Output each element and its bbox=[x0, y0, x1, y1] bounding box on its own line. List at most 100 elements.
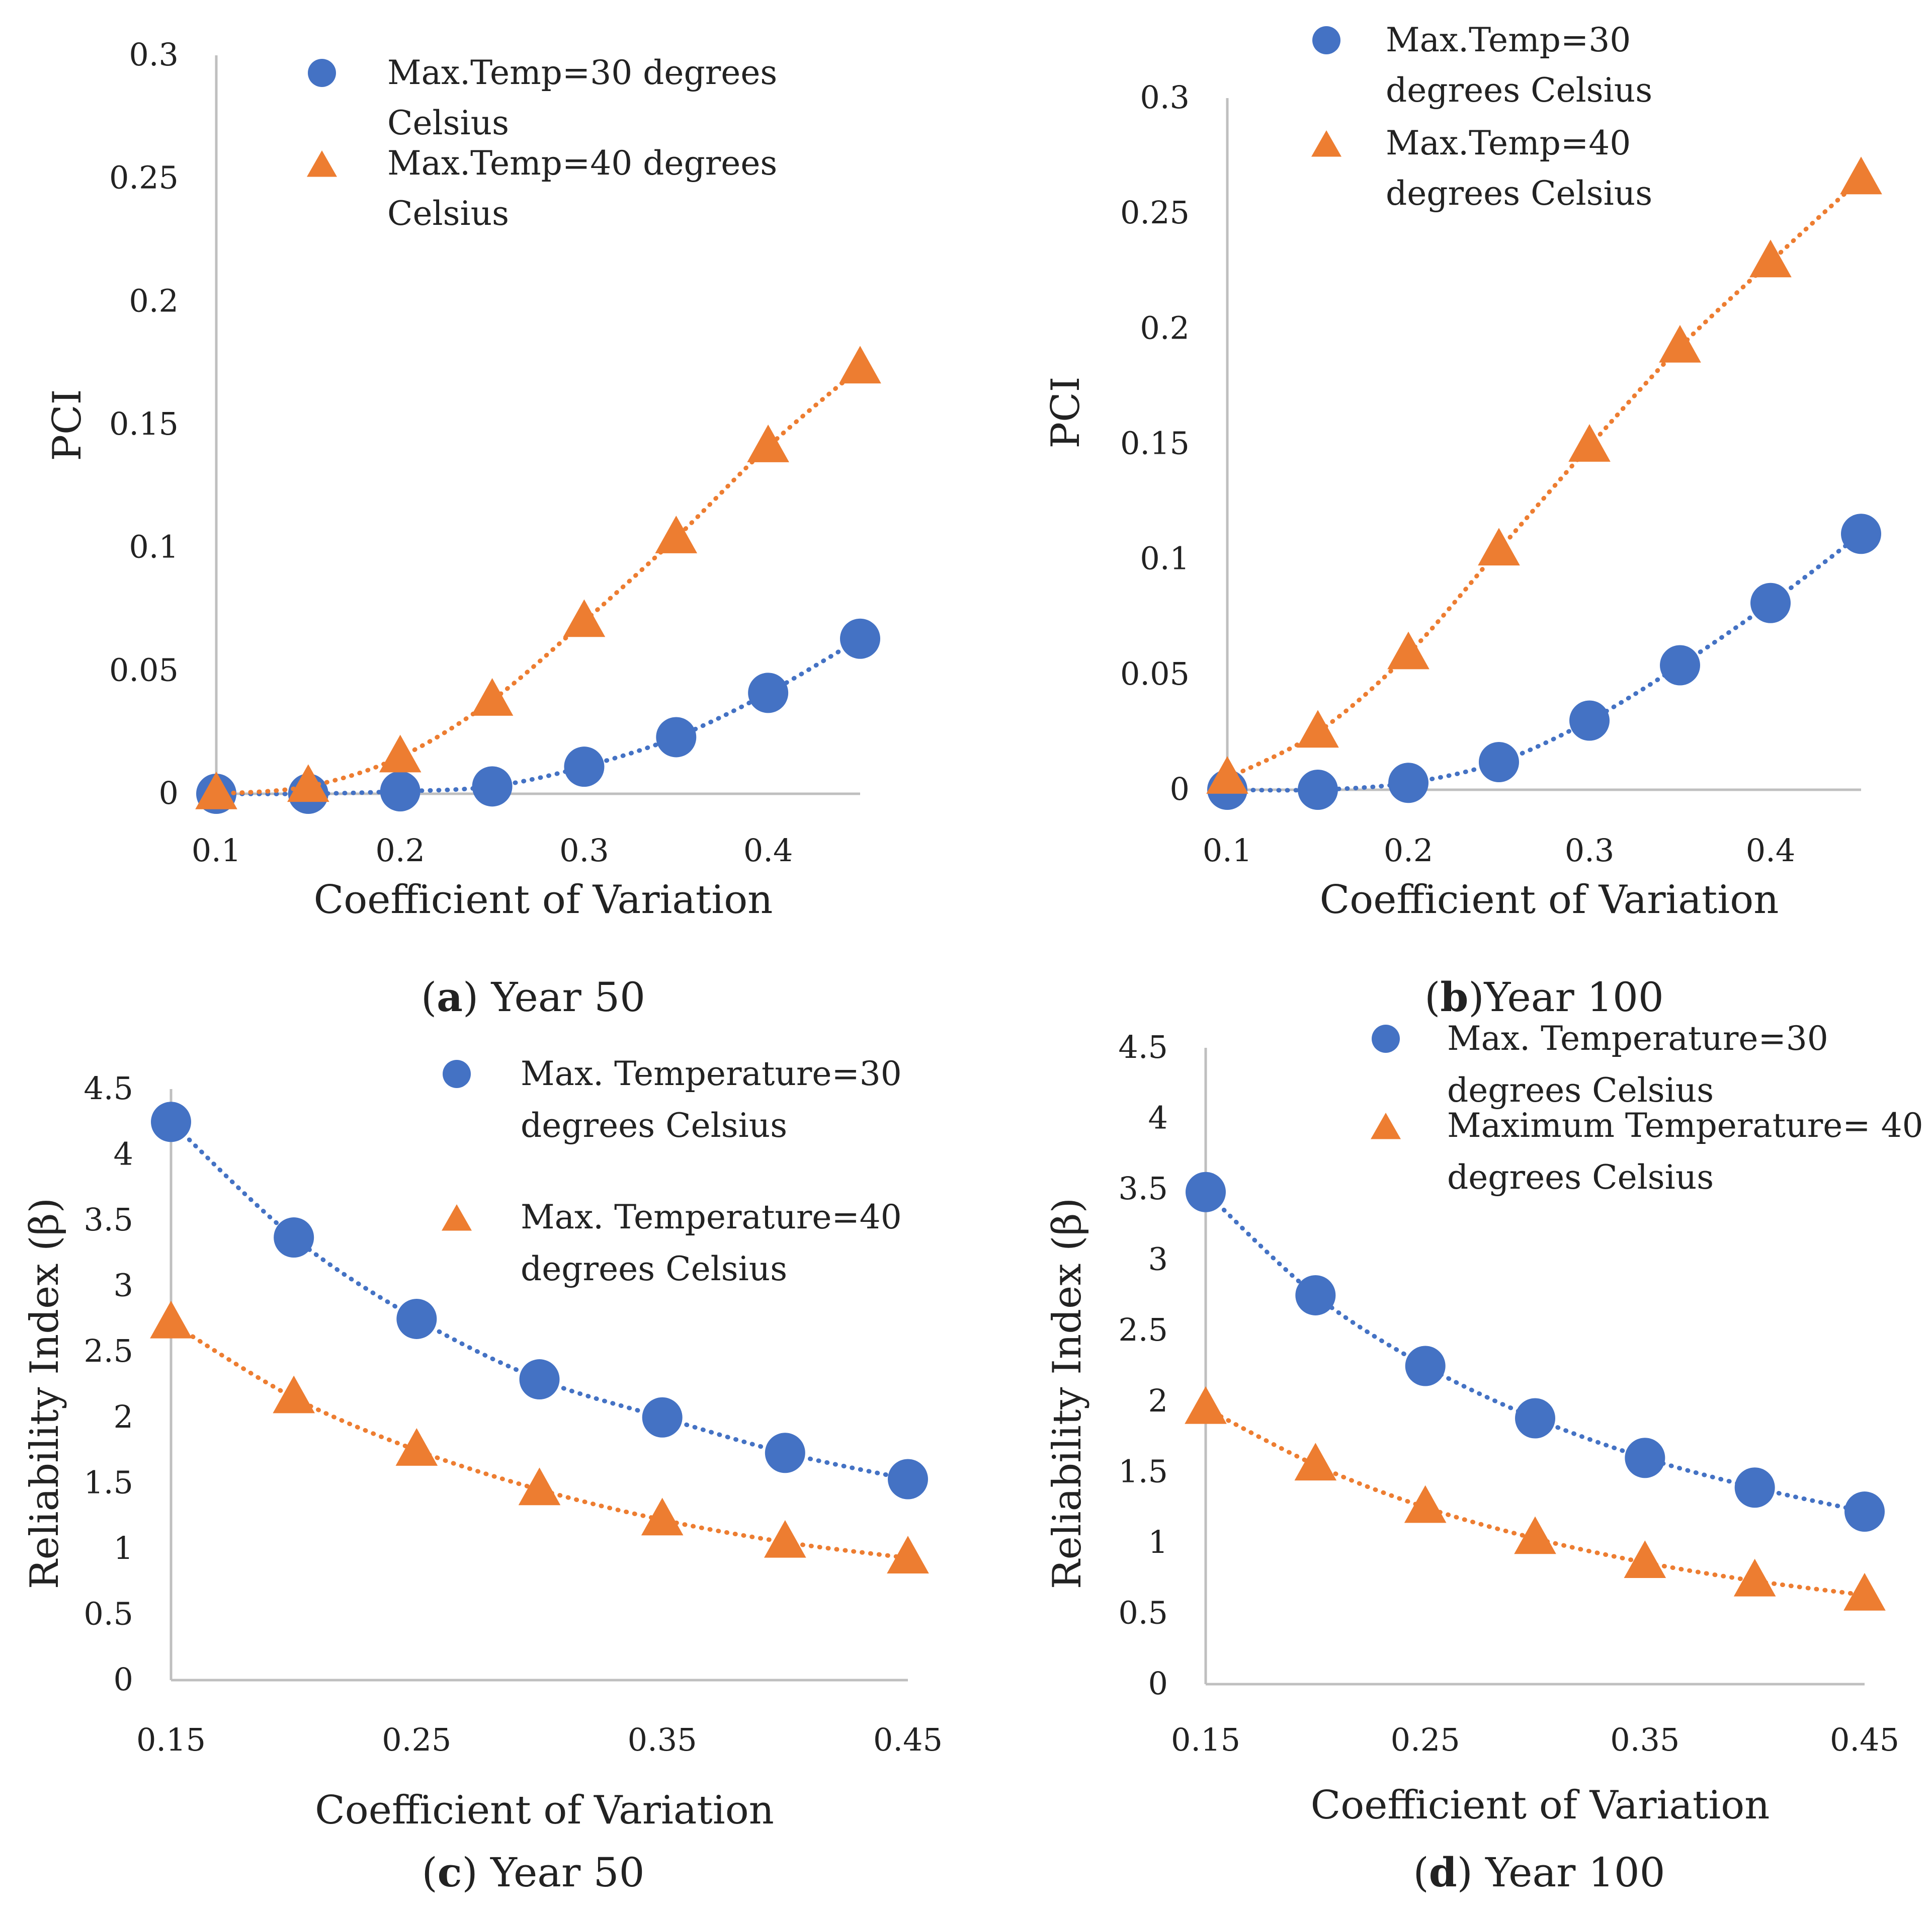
data-point-triangle bbox=[1843, 1572, 1886, 1611]
legend-marker-triangle bbox=[442, 1204, 472, 1231]
x-axis-title: Coefficient of Variation bbox=[315, 1788, 774, 1833]
legend-label: Max.Temp=40 bbox=[1386, 124, 1631, 162]
x-axis-title: Coefficient of Variation bbox=[1311, 1783, 1770, 1828]
y-tick-label: 3 bbox=[1148, 1241, 1168, 1278]
data-point-circle bbox=[1844, 1491, 1885, 1532]
series-40 bbox=[1206, 156, 1882, 794]
y-axis-title: PCI bbox=[1043, 377, 1088, 449]
legend-entry: Maximum Temperature= 40 degrees Celsius bbox=[1371, 1106, 1923, 1197]
y-axis-title: Reliability Index (β) bbox=[1045, 1198, 1090, 1589]
data-point-circle bbox=[1515, 1398, 1555, 1439]
series-30 bbox=[151, 1102, 928, 1500]
y-tick-label: 1 bbox=[114, 1530, 133, 1566]
x-tick-label: 0.1 bbox=[192, 832, 241, 869]
caption-text: )Year 100 bbox=[1468, 974, 1663, 1021]
y-tick-label: 0.25 bbox=[1120, 194, 1190, 231]
data-point-triangle bbox=[195, 772, 237, 809]
data-point-triangle bbox=[1387, 631, 1430, 670]
x-tick-label: 0.35 bbox=[1610, 1721, 1679, 1758]
data-point-circle bbox=[472, 766, 513, 807]
y-tick-label: 3.5 bbox=[1118, 1170, 1168, 1207]
y-tick-label: 2.5 bbox=[83, 1333, 133, 1369]
data-point-triangle bbox=[641, 1498, 684, 1536]
data-point-circle bbox=[1569, 700, 1610, 741]
trendline bbox=[169, 1119, 910, 1481]
data-point-circle bbox=[151, 1102, 191, 1142]
caption-text: ) Year 100 bbox=[1457, 1849, 1665, 1896]
y-axis-title: PCI bbox=[45, 389, 90, 461]
y-axis-title: Reliability Index (β) bbox=[22, 1198, 67, 1589]
data-point-circle bbox=[1479, 742, 1519, 782]
y-tick-label: 0.3 bbox=[129, 36, 179, 73]
legend-marker-circle bbox=[1312, 26, 1340, 54]
data-point-triangle bbox=[563, 599, 606, 637]
data-point-circle bbox=[396, 1298, 437, 1339]
x-tick-label: 0.2 bbox=[1384, 832, 1434, 869]
series-40 bbox=[150, 1300, 929, 1573]
data-point-triangle bbox=[1568, 424, 1611, 462]
y-tick-label: 0.2 bbox=[129, 282, 179, 319]
y-tick-label: 2.5 bbox=[1118, 1311, 1168, 1348]
x-tick-label: 0.15 bbox=[136, 1721, 206, 1758]
caption-letter: d bbox=[1429, 1849, 1457, 1896]
legend-label: Max. Temperature=30 bbox=[1447, 1019, 1828, 1058]
y-tick-label: 2 bbox=[114, 1398, 133, 1435]
y-tick-label: 0.3 bbox=[1140, 79, 1190, 116]
legend-label: Max.Temp=30 degrees bbox=[387, 53, 777, 92]
data-point-triangle bbox=[1185, 1386, 1227, 1424]
x-tick-label: 0.45 bbox=[1830, 1721, 1899, 1758]
figure-caption: (a) Year 50 bbox=[421, 973, 645, 1021]
legend-marker-triangle bbox=[1311, 130, 1341, 157]
series-30 bbox=[1186, 1172, 1885, 1532]
caption-letter: a bbox=[437, 973, 463, 1021]
figure-caption: (c) Year 50 bbox=[422, 1849, 645, 1896]
legend-marker-circle bbox=[308, 59, 336, 87]
data-point-triangle bbox=[1404, 1485, 1447, 1523]
data-point-triangle bbox=[1749, 239, 1792, 278]
data-point-circle bbox=[765, 1433, 805, 1473]
data-point-triangle bbox=[839, 346, 881, 384]
y-tick-label: 4 bbox=[1148, 1100, 1168, 1136]
legend-label: Celsius bbox=[387, 104, 509, 142]
x-tick-label: 0.35 bbox=[628, 1721, 697, 1758]
data-point-circle bbox=[1750, 583, 1791, 623]
legend-entry: Max.Temp=30 degrees Celsius bbox=[308, 53, 777, 142]
y-tick-label: 1 bbox=[1148, 1524, 1168, 1560]
data-point-circle bbox=[840, 618, 880, 659]
legend-label: degrees Celsius bbox=[521, 1106, 787, 1145]
legend-label: Max.Temp=40 degrees bbox=[387, 144, 777, 183]
legend-entry: Max.Temp=40 degrees Celsius bbox=[1311, 124, 1652, 213]
legend-entry: Max.Temp=30 degrees Celsius bbox=[1312, 21, 1652, 110]
legend-entry: Max. Temperature=30 degrees Celsius bbox=[443, 1054, 902, 1145]
figure-caption: (b)Year 100 bbox=[1424, 973, 1664, 1021]
legend-entry: Max. Temperature=40 degrees Celsius bbox=[442, 1198, 902, 1288]
data-point-circle bbox=[1295, 1275, 1336, 1315]
legend-marker-circle bbox=[1372, 1025, 1400, 1053]
data-point-triangle bbox=[1294, 1443, 1337, 1481]
x-tick-label: 0.4 bbox=[1746, 832, 1796, 869]
data-point-circle bbox=[656, 717, 697, 758]
chart-b: 0 0.05 0.1 0.15 0.2 0.25 0.3 0.1 0.2 0.3 0.4 Coeffi… bbox=[1043, 21, 1882, 1021]
y-tick-label: 4 bbox=[114, 1136, 133, 1173]
data-point-triangle bbox=[1624, 1540, 1666, 1579]
legend-label: Maximum Temperature= 40 bbox=[1447, 1106, 1923, 1145]
y-tick-label: 0 bbox=[114, 1661, 133, 1698]
data-point-circle bbox=[519, 1359, 560, 1400]
y-tick-label: 3.5 bbox=[83, 1201, 133, 1238]
x-tick-label: 0.4 bbox=[743, 832, 793, 869]
x-tick-label: 0.2 bbox=[375, 832, 425, 869]
y-tick-label: 3 bbox=[114, 1267, 133, 1304]
series-40 bbox=[195, 346, 881, 809]
data-point-triangle bbox=[887, 1536, 929, 1573]
legend-entry: Max. Temperature=30 degrees Celsius bbox=[1372, 1019, 1828, 1110]
data-point-circle bbox=[274, 1217, 314, 1258]
y-tick-label: 2 bbox=[1148, 1382, 1168, 1419]
caption-paren: ( bbox=[1413, 1849, 1429, 1896]
series-30 bbox=[1207, 514, 1881, 810]
data-point-circle bbox=[888, 1459, 928, 1500]
x-tick-label: 0.1 bbox=[1203, 832, 1252, 869]
data-point-triangle bbox=[379, 734, 422, 773]
y-tick-label: 4.5 bbox=[83, 1070, 133, 1107]
